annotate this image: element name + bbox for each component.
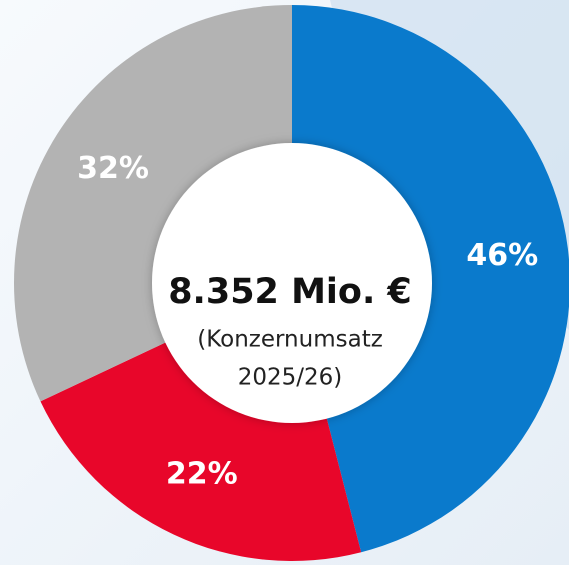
center-annotation: 2025/26) <box>238 365 343 391</box>
center-annotation: (Konzernumsatz <box>197 327 383 353</box>
slice-label: 46% <box>466 238 538 273</box>
slice-label: 22% <box>166 456 238 491</box>
donut-hole <box>152 143 432 423</box>
slice-label: 32% <box>77 151 149 186</box>
center-title: 8.352 Mio. € <box>168 272 412 312</box>
